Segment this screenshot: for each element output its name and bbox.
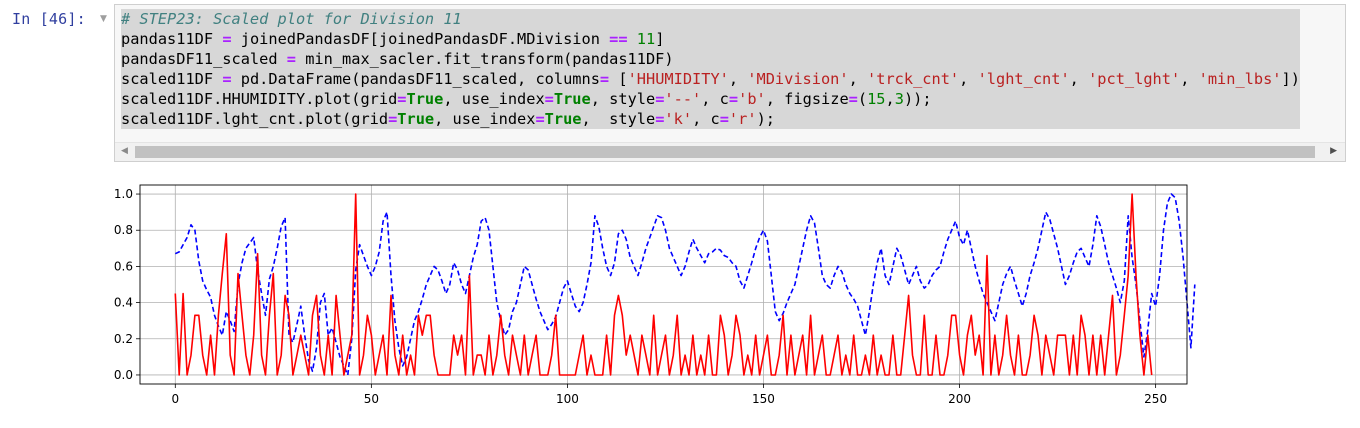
code-token: = (719, 110, 729, 128)
code-token: '--' (664, 90, 702, 108)
code-line: scaled11DF.HHUMIDITY.plot(grid=True, use… (121, 89, 1300, 109)
x-tick-label: 0 (171, 392, 179, 406)
x-tick-label: 250 (1144, 392, 1167, 406)
axes-frame (139, 184, 1188, 385)
horizontal-scrollbar[interactable]: ◀ ▶ (115, 142, 1345, 161)
code-token: True (553, 90, 591, 108)
code-token: 'lght_cnt' (977, 70, 1070, 88)
code-line: pandas11DF = joinedPandasDF[joinedPandas… (121, 29, 1300, 49)
code-token: = (397, 90, 407, 108)
code-token: 15 (867, 90, 886, 108)
code-token: ] (655, 30, 665, 48)
x-tick-label: 50 (364, 392, 379, 406)
x-tick-label: 150 (752, 392, 775, 406)
x-tick-label: 100 (556, 392, 579, 406)
code-token: 'pct_lght' (1088, 70, 1181, 88)
y-tick-label: 0.2 (114, 332, 133, 346)
code-token: True (406, 90, 444, 108)
y-tick-label: 0.8 (114, 223, 133, 237)
code-token: True (544, 110, 582, 128)
code-token: 'MDivision' (747, 70, 849, 88)
code-token: , (1180, 70, 1199, 88)
code-token: min_max_sacler.fit_transform(pandas11DF) (296, 50, 674, 68)
code-token: joinedPandasDF[joinedPandasDF.MDivision (231, 30, 610, 48)
code-token: , style (590, 90, 656, 108)
code-token: = (544, 90, 554, 108)
cell-prompt: In [46]: (12, 10, 86, 28)
code-token: 'r' (728, 110, 757, 128)
code-token: = (222, 30, 232, 48)
line-chart: 0 50 100 150 200 250 0.0 0.2 0.4 0.6 0.8 1.0 (114, 184, 1196, 406)
y-tick-label: 0.6 (114, 259, 133, 273)
code-token: , c (701, 90, 729, 108)
code-token: , use_index (443, 90, 545, 108)
code-token: True (397, 110, 435, 128)
code-lines: # STEP23: Scaled plot for Division 11 pan… (121, 9, 1300, 129)
code-token: , (959, 70, 978, 88)
series-line-hhumidity (174, 193, 1196, 376)
code-token: = (655, 90, 665, 108)
code-token: 3 (894, 90, 904, 108)
y-tick-label: 0.4 (114, 296, 133, 310)
code-token: , figsize (765, 90, 849, 108)
code-token: pandas11DF (121, 30, 223, 48)
scroll-right-arrow-icon[interactable]: ▶ (1330, 146, 1337, 156)
code-line: # STEP23: Scaled plot for Division 11 (121, 9, 1300, 29)
code-token: # STEP23: Scaled plot for Division 11 (121, 10, 462, 28)
code-token: 'HHUMIDITY' (627, 70, 729, 88)
code-token: = (535, 110, 545, 128)
series-line-lght-cnt (174, 193, 1153, 376)
code-token (628, 30, 637, 48)
code-token: , (1069, 70, 1089, 88)
code-token: = (286, 50, 296, 68)
collapse-arrow-icon[interactable]: ▼ (100, 14, 107, 24)
code-token: == (609, 30, 628, 48)
code-token: = (848, 90, 858, 108)
code-token: pandasDF11_scaled (121, 50, 287, 68)
code-token: = (222, 70, 232, 88)
code-line: pandasDF11_scaled = min_max_sacler.fit_t… (121, 49, 1300, 69)
code-line: scaled11DF.lght_cnt.plot(grid=True, use_… (121, 109, 1300, 129)
code-token: ); (756, 110, 775, 128)
code-token: scaled11DF.HHUMIDITY.plot(grid (121, 90, 398, 108)
code-token: , style (581, 110, 656, 128)
code-token: )); (903, 90, 932, 108)
code-token: 'k' (664, 110, 693, 128)
code-token: = (655, 110, 665, 128)
code-editor[interactable]: # STEP23: Scaled plot for Division 11 pan… (115, 5, 1345, 145)
code-token: scaled11DF (121, 70, 223, 88)
plot-output: 0 50 100 150 200 250 0.0 0.2 0.4 0.6 0.8 1.0 (100, 178, 1200, 424)
code-token: , (885, 90, 895, 108)
code-token: , use_index (434, 110, 536, 128)
code-token: , (728, 70, 748, 88)
code-token: 'min_lbs' (1198, 70, 1282, 88)
code-token: scaled11DF.lght_cnt.plot(grid (121, 110, 389, 128)
code-token: , c (692, 110, 720, 128)
code-token: , (848, 70, 868, 88)
scroll-left-arrow-icon[interactable]: ◀ (121, 146, 128, 156)
y-tick-label: 0.0 (114, 368, 133, 382)
code-token: 'trck_cnt' (867, 70, 960, 88)
code-token: 11 (636, 30, 656, 48)
code-token: pd.DataFrame(pandasDF11_scaled, columns (231, 70, 600, 88)
y-tick-label: 1.0 (114, 187, 133, 201)
code-token: = (599, 70, 610, 88)
code-token: = (728, 90, 739, 108)
code-token: = (388, 110, 398, 128)
x-tick-label: 200 (948, 392, 971, 406)
code-token: 'b' (738, 90, 766, 108)
scrollbar-thumb[interactable] (135, 146, 1315, 158)
code-token: ]) (1281, 70, 1300, 88)
code-line: scaled11DF = pd.DataFrame(pandasDF11_sca… (121, 69, 1300, 89)
code-cell[interactable]: # STEP23: Scaled plot for Division 11 pan… (114, 4, 1346, 162)
code-token: [ (609, 70, 628, 88)
code-token: ( (857, 90, 868, 108)
